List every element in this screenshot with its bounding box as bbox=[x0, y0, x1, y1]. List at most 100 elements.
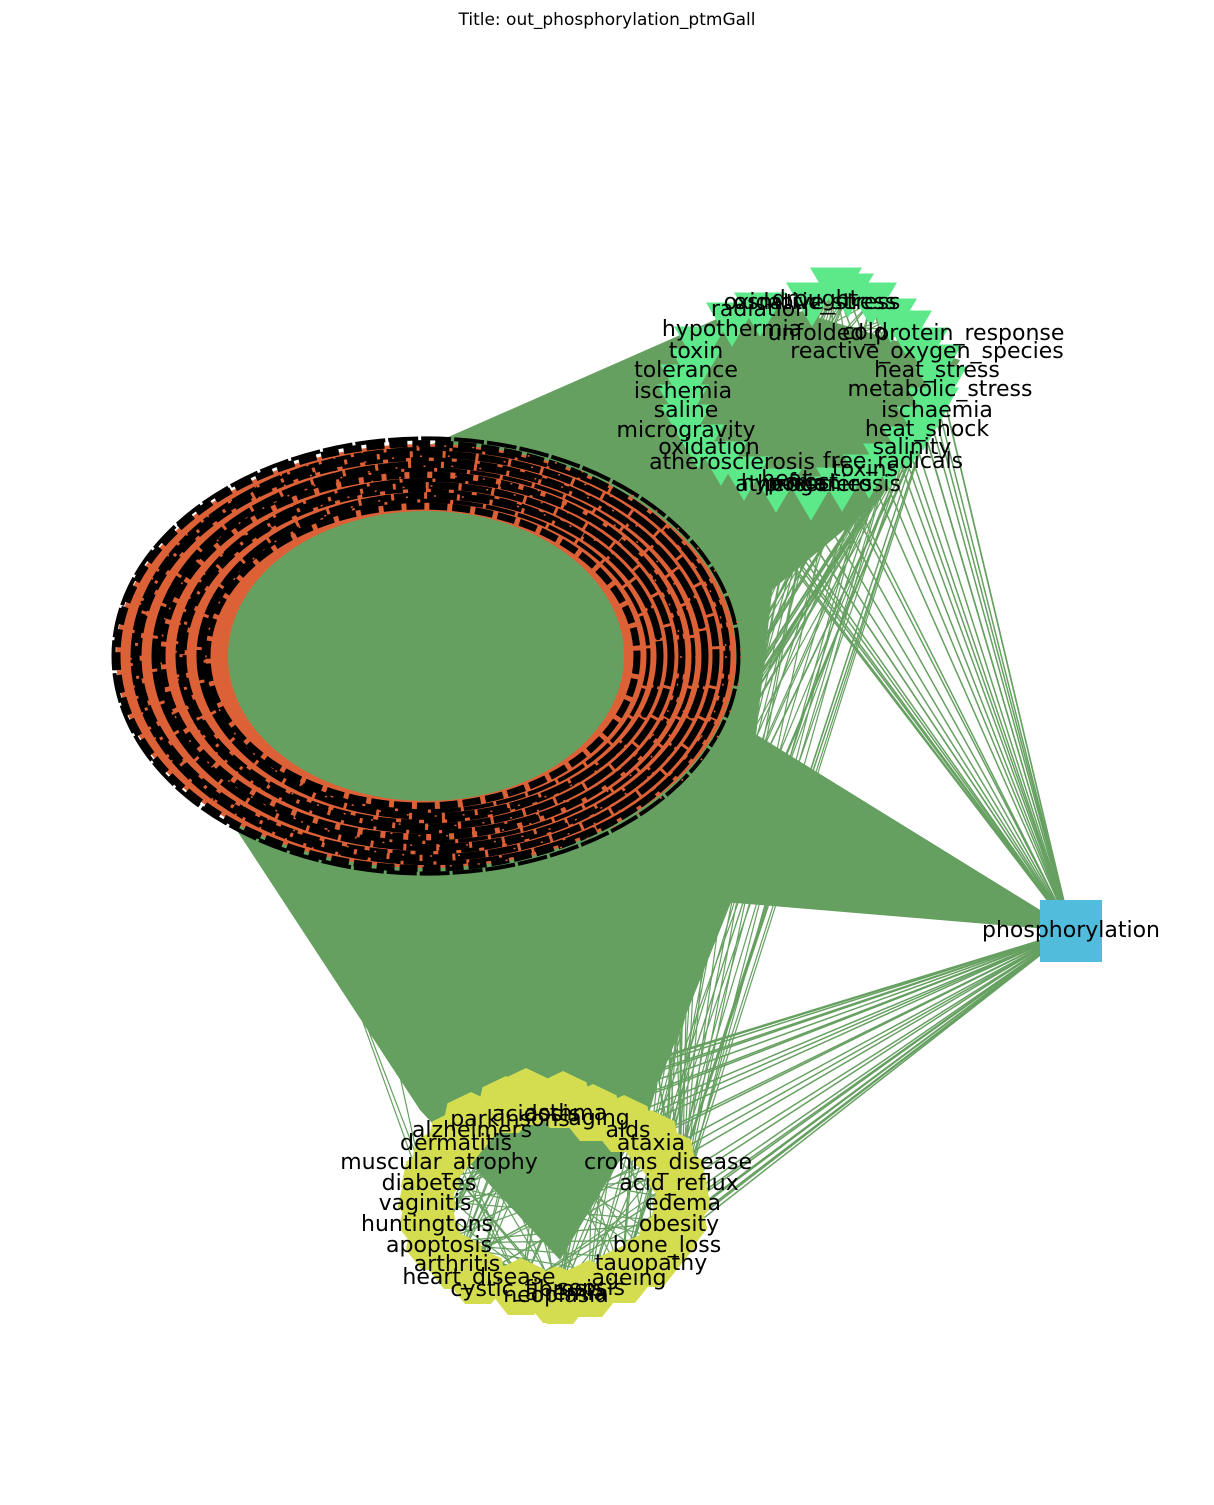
edge bbox=[649, 473, 870, 1261]
stress-node-label: microgravity bbox=[617, 418, 756, 443]
hub-node-label: phosphorylation bbox=[982, 918, 1160, 943]
stress-node-label: osmotic_stress bbox=[734, 290, 897, 315]
protein-label-ring bbox=[158, 471, 686, 841]
stress-node-label: cold bbox=[842, 320, 888, 345]
stress-node-label: unfolded_protein_response bbox=[768, 321, 1065, 346]
stress-node-label: drought bbox=[772, 287, 859, 312]
edge bbox=[888, 462, 1072, 932]
disease-node-label: aids bbox=[605, 1118, 650, 1143]
edge bbox=[685, 317, 892, 385]
edge bbox=[427, 930, 1072, 1222]
edge bbox=[697, 301, 813, 445]
edge bbox=[650, 930, 1072, 1141]
disease-node-label: muscular_atrophy bbox=[340, 1150, 538, 1175]
stress-node-label: atherosclerosis bbox=[735, 472, 901, 497]
edge bbox=[352, 825, 557, 1297]
edge bbox=[677, 301, 872, 1223]
stress-node-label: oxidative_stress bbox=[724, 290, 901, 315]
edge bbox=[649, 930, 1072, 1261]
protein-label-ring bbox=[111, 436, 741, 876]
protein-label-ring bbox=[132, 450, 720, 862]
protein-label-ring bbox=[182, 488, 662, 824]
stress-node-label: heat_stress bbox=[874, 358, 1000, 383]
hub-node-square bbox=[1040, 900, 1102, 962]
stress-node bbox=[695, 441, 747, 486]
stress-node bbox=[672, 424, 724, 469]
edge bbox=[426, 1199, 679, 1223]
disease-node-label: bone_loss bbox=[613, 1233, 721, 1258]
edge bbox=[681, 487, 777, 1201]
stress-node bbox=[718, 456, 770, 501]
edge-bundle-protein-stress bbox=[430, 300, 1071, 931]
chart-title: Title: out_phosphorylation_ptmGall bbox=[457, 10, 755, 30]
protein-nodes-layer bbox=[111, 436, 742, 876]
edge bbox=[650, 301, 872, 1141]
stress-node-label: saline bbox=[654, 398, 719, 423]
edge bbox=[677, 425, 924, 1179]
node-labels-layer: oxidative_stressradiationhypothermiatoxi… bbox=[340, 287, 1160, 1308]
stress-node bbox=[706, 302, 758, 347]
edge bbox=[370, 825, 457, 1141]
edge bbox=[841, 486, 1072, 932]
edge bbox=[681, 930, 1072, 1201]
edge bbox=[677, 385, 942, 1179]
disease-node-label: huntingtons bbox=[361, 1212, 493, 1237]
protein-node-ring bbox=[145, 455, 727, 857]
edge bbox=[623, 445, 909, 1126]
edge bbox=[731, 321, 1072, 932]
stress-node-label: ischaemia bbox=[881, 398, 993, 423]
edge bbox=[520, 764, 628, 1289]
stress-node-label: tolerance bbox=[634, 358, 738, 383]
edge bbox=[456, 930, 1072, 1263]
stress-node-label: oxidation bbox=[658, 435, 760, 460]
disease-node-label: heart_disease bbox=[402, 1265, 555, 1290]
stress-node-label: toxin bbox=[669, 339, 723, 364]
stress-node-label: hypothermia bbox=[662, 317, 802, 342]
edge bbox=[434, 1157, 668, 1244]
edge bbox=[562, 930, 1072, 1102]
edge bbox=[685, 329, 907, 425]
protein-label-ring bbox=[177, 481, 675, 831]
edge bbox=[520, 930, 1072, 1289]
edge bbox=[470, 1121, 651, 1261]
protein-node-ring bbox=[205, 495, 667, 817]
edge bbox=[720, 301, 872, 462]
protein-label-ring bbox=[203, 502, 641, 810]
disease-node-label: acid_reflux bbox=[619, 1171, 739, 1196]
disease-node-label: asthma bbox=[525, 1101, 607, 1126]
disease-node-label: sepsis bbox=[557, 1276, 625, 1301]
edge bbox=[932, 406, 1072, 932]
stress-node-label: heat bbox=[761, 467, 811, 492]
edge bbox=[677, 930, 1072, 1179]
stress-node-label: frost bbox=[788, 470, 838, 495]
edge bbox=[697, 329, 907, 445]
stress-node-label: toxins bbox=[832, 457, 898, 482]
edge bbox=[810, 317, 892, 497]
edge bbox=[665, 930, 1072, 1241]
disease-node-label: tauopathy bbox=[595, 1251, 708, 1276]
stress-node-label: radiation bbox=[711, 297, 809, 322]
disease-node-label: neoplasia bbox=[503, 1283, 609, 1308]
stress-node-label: reactive_oxygen_species bbox=[790, 339, 1063, 364]
edge bbox=[907, 445, 1072, 932]
edge bbox=[720, 317, 892, 462]
stress-node-label: ischemia bbox=[634, 379, 732, 404]
disease-node bbox=[448, 1247, 508, 1304]
protein-node-ring bbox=[190, 485, 682, 827]
stress-node-label: metabolic_stress bbox=[848, 377, 1033, 402]
stress-node-label: atherosclerosis bbox=[649, 450, 815, 475]
stress-node-label: progenies bbox=[764, 472, 873, 497]
edge bbox=[743, 286, 837, 477]
disease-node-label: parkinsons bbox=[450, 1107, 570, 1132]
edge bbox=[720, 460, 1072, 932]
edge bbox=[553, 301, 872, 481]
stress-node-label: free_radicals bbox=[823, 449, 963, 474]
edge bbox=[868, 473, 1072, 932]
protein-node-ring bbox=[175, 475, 697, 837]
stress-node-label: hypoxia bbox=[741, 471, 827, 496]
category-nodes-layer bbox=[397, 267, 1102, 1324]
edge bbox=[623, 930, 1072, 1126]
protein-core-edges bbox=[228, 511, 624, 801]
